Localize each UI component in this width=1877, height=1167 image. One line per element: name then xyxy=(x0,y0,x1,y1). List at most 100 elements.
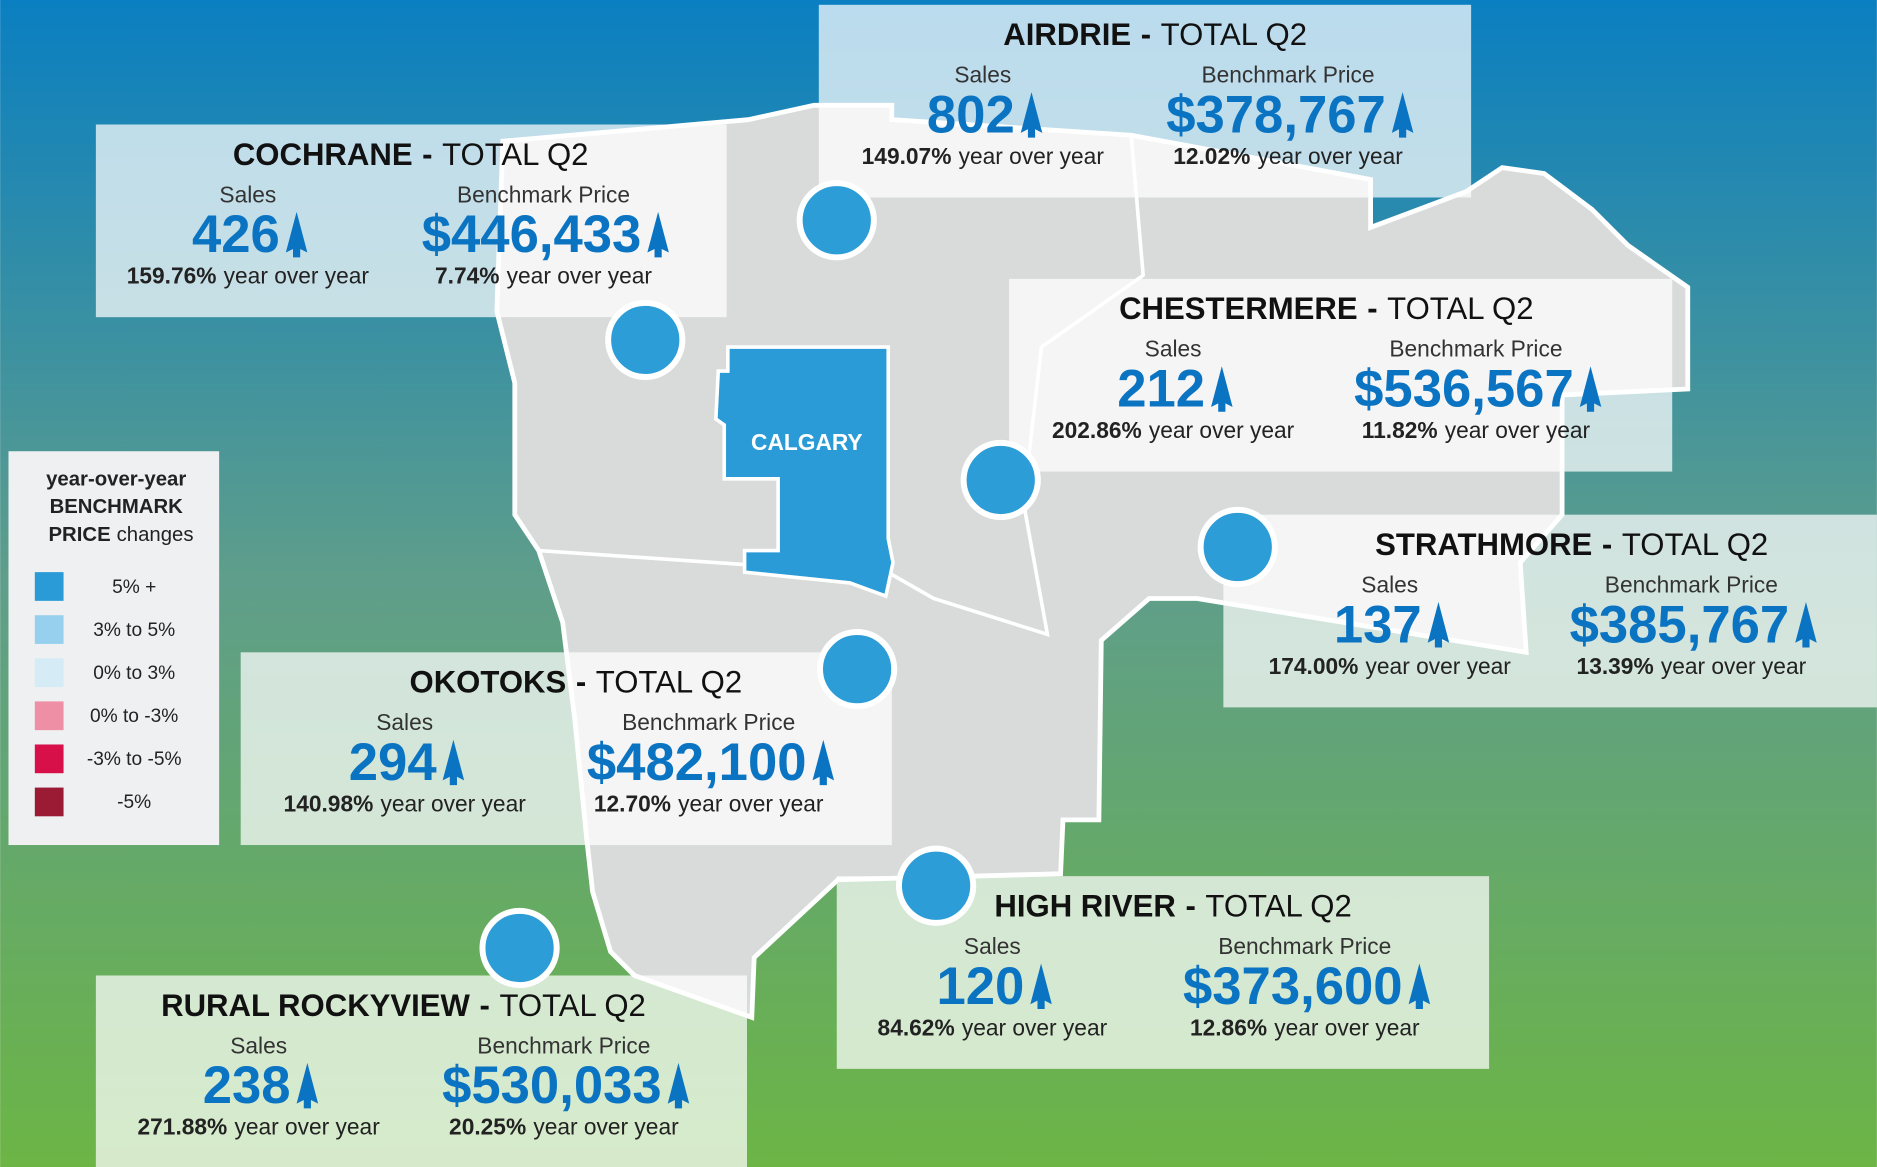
marker xyxy=(960,439,1041,521)
up-arrow xyxy=(442,739,465,786)
yoy-label: year over year xyxy=(234,1114,380,1140)
yoy-label: year over year xyxy=(959,143,1105,169)
period: TOTAL Q2 xyxy=(442,137,588,172)
region-name: OKOTOKS xyxy=(410,665,567,700)
metric-value: 120 xyxy=(936,957,1024,1016)
metric-label: Benchmark Price xyxy=(477,1032,650,1058)
card-title: OKOTOKS - TOTAL Q2 xyxy=(410,665,743,700)
legend-label: 0% to -3% xyxy=(90,706,178,727)
yoy-label: year over year xyxy=(380,791,526,817)
title-dash: - xyxy=(480,988,490,1023)
up-arrow xyxy=(285,211,308,258)
yoy-label: year over year xyxy=(1149,417,1295,443)
yoy-text: 12.02% year over year xyxy=(1173,143,1403,169)
yoy-text: 271.88% year over year xyxy=(138,1114,381,1140)
card-background xyxy=(95,124,727,318)
legend-label: -3% to -5% xyxy=(87,749,182,770)
yoy-percent: 11.82% xyxy=(1362,417,1438,443)
yoy-label: year over year xyxy=(1445,417,1591,443)
legend-label: 5% + xyxy=(112,577,156,598)
up-arrow xyxy=(1020,92,1043,138)
legend-title: BENCHMARK xyxy=(50,496,184,518)
up-arrow xyxy=(1408,963,1431,1010)
metric-label: Sales xyxy=(219,181,276,207)
legend-swatch xyxy=(34,615,64,644)
metric-label: Benchmark Price xyxy=(1218,933,1391,959)
yoy-text: 11.82% year over year xyxy=(1362,417,1591,443)
legend-swatch xyxy=(34,572,64,601)
card-title: STRATHMORE - TOTAL Q2 xyxy=(1375,527,1768,562)
metric-label: Benchmark Price xyxy=(1389,336,1562,362)
up-arrow xyxy=(296,1062,319,1109)
metric-value: $378,767 xyxy=(1166,85,1386,144)
marker xyxy=(1197,506,1278,588)
card-title: COCHRANE - TOTAL Q2 xyxy=(233,137,589,172)
up-arrow xyxy=(1427,602,1450,648)
marker xyxy=(796,180,877,261)
calgary-label: CALGARY xyxy=(751,429,863,455)
up-arrow xyxy=(667,1062,690,1109)
markers xyxy=(479,180,1278,989)
yoy-percent: 84.62% xyxy=(878,1014,955,1040)
legend-swatch xyxy=(34,744,64,774)
period: TOTAL Q2 xyxy=(1622,527,1768,562)
legend-label: 0% to 3% xyxy=(93,663,175,684)
legend-swatch xyxy=(34,658,64,688)
legend-label: 3% to 5% xyxy=(93,620,175,641)
title-dash: - xyxy=(1602,527,1612,562)
up-arrow xyxy=(812,739,835,786)
region-name: COCHRANE xyxy=(233,137,413,172)
card-title: RURAL ROCKYVIEW - TOTAL Q2 xyxy=(161,988,646,1023)
yoy-text: 12.70% year over year xyxy=(594,791,824,817)
yoy-text: 20.25% year over year xyxy=(449,1114,679,1140)
yoy-percent: 159.76% xyxy=(127,263,217,289)
legend: year-over-year BENCHMARK PRICE changes 5%… xyxy=(8,451,220,846)
calgary-area xyxy=(714,345,895,599)
yoy-text: 13.39% year over year xyxy=(1577,653,1807,679)
yoy-percent: 12.02% xyxy=(1173,143,1250,169)
metric-value: 212 xyxy=(1117,359,1205,418)
legend-title: PRICE changes xyxy=(49,525,194,547)
region-name: STRATHMORE xyxy=(1375,527,1592,562)
metric-value: 137 xyxy=(1334,595,1422,654)
metric-value: $446,433 xyxy=(422,205,642,264)
yoy-percent: 149.07% xyxy=(862,143,952,169)
yoy-label: year over year xyxy=(1257,143,1403,169)
period: TOTAL Q2 xyxy=(1205,889,1351,924)
yoy-label: year over year xyxy=(533,1114,679,1140)
region-name: RURAL ROCKYVIEW xyxy=(161,988,470,1023)
yoy-percent: 12.86% xyxy=(1190,1014,1267,1040)
yoy-text: 149.07% year over year xyxy=(862,143,1105,169)
metric-value: 238 xyxy=(203,1056,291,1115)
metric-label: Sales xyxy=(230,1032,287,1058)
metric-label: Sales xyxy=(1145,336,1202,362)
legend-swatch xyxy=(34,787,64,817)
card-background xyxy=(818,4,1472,198)
metric-value: 294 xyxy=(349,733,437,792)
up-arrow xyxy=(647,211,669,258)
yoy-text: 7.74% year over year xyxy=(435,263,652,289)
yoy-label: year over year xyxy=(1274,1014,1420,1040)
up-arrow xyxy=(1391,92,1414,138)
title-dash: - xyxy=(1141,17,1151,52)
yoy-label: year over year xyxy=(962,1014,1108,1040)
yoy-text: 202.86% year over year xyxy=(1052,417,1295,443)
up-arrow xyxy=(1795,602,1817,648)
card-background xyxy=(1009,278,1673,472)
card-title: AIRDRIE - TOTAL Q2 xyxy=(1003,17,1307,52)
yoy-percent: 202.86% xyxy=(1052,417,1142,443)
card-background xyxy=(240,652,892,846)
region-name: CHESTERMERE xyxy=(1119,291,1358,326)
metric-label: Sales xyxy=(964,933,1021,959)
yoy-label: year over year xyxy=(1366,653,1512,679)
yoy-text: 12.86% year over year xyxy=(1190,1014,1420,1040)
legend-title: year-over-year xyxy=(46,468,186,490)
marker xyxy=(479,907,560,989)
yoy-percent: 174.00% xyxy=(1269,653,1359,679)
metric-label: Benchmark Price xyxy=(622,709,795,735)
metric-value: $373,600 xyxy=(1183,957,1403,1016)
